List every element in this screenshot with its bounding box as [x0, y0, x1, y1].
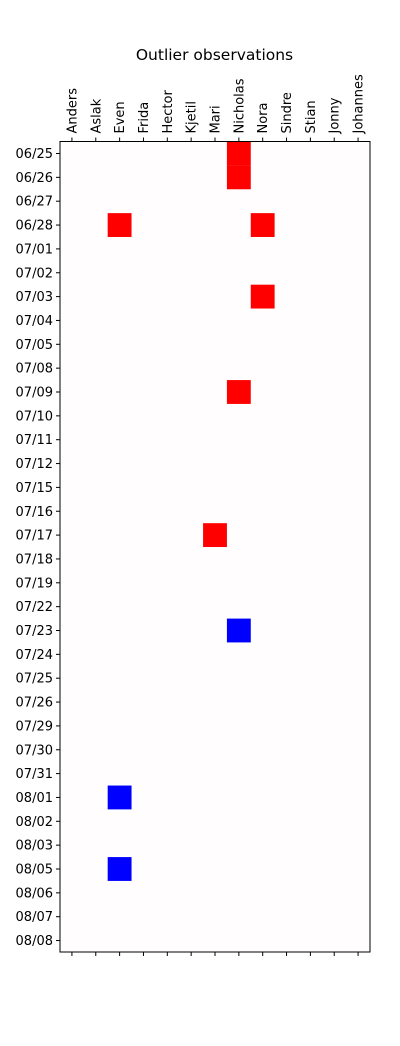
row-label-07-09: 07/09: [16, 386, 53, 401]
row-label-07-18: 07/18: [16, 552, 53, 567]
row-label-06-27: 06/27: [16, 195, 53, 210]
high-outlier-cell-nicholas-06-25: [226, 141, 251, 166]
row-label-07-23: 07/23: [16, 624, 53, 639]
chart-title: Outlier observations: [136, 46, 293, 64]
row-label-07-03: 07/03: [16, 290, 53, 305]
row-label-07-05: 07/05: [16, 338, 53, 353]
row-label-07-11: 07/11: [16, 433, 53, 448]
column-label-stian: Stian: [304, 100, 319, 133]
column-label-anders: Anders: [65, 88, 80, 134]
heatmap-cells: [107, 141, 275, 881]
high-outlier-cell-nicholas-07-09: [226, 380, 251, 404]
column-label-even: Even: [113, 101, 128, 133]
low-outlier-cell-even-08-05: [107, 857, 132, 881]
row-label-08-02: 08/02: [16, 815, 53, 830]
high-outlier-cell-nicholas-06-26: [226, 165, 251, 190]
row-label-08-06: 08/06: [16, 886, 53, 901]
row-label-07-12: 07/12: [16, 457, 53, 472]
row-label-07-30: 07/30: [16, 743, 53, 758]
row-label-07-04: 07/04: [16, 314, 53, 329]
row-label-07-24: 07/24: [16, 648, 53, 663]
high-outlier-cell-nora-07-03: [250, 284, 275, 309]
row-label-07-01: 07/01: [16, 242, 53, 257]
row-label-06-26: 06/26: [16, 171, 53, 186]
column-label-mari: Mari: [209, 105, 224, 133]
row-label-07-26: 07/26: [16, 696, 53, 711]
column-label-frida: Frida: [137, 102, 152, 134]
row-label-07-29: 07/29: [16, 719, 53, 734]
row-label-07-22: 07/22: [16, 600, 53, 615]
row-label-06-25: 06/25: [16, 147, 53, 162]
high-outlier-cell-mari-07-17: [203, 523, 227, 548]
row-label-08-03: 08/03: [16, 839, 53, 854]
x-axis-ticks: Anders Aslak Even Frida Hector Kjetil Mari Nich…: [65, 74, 367, 956]
high-outlier-cell-even-06-28: [107, 213, 132, 237]
column-label-aslak: Aslak: [89, 98, 104, 133]
row-label-08-07: 08/07: [16, 910, 53, 925]
row-label-07-16: 07/16: [16, 505, 53, 520]
row-label-07-31: 07/31: [16, 767, 53, 782]
low-outlier-cell-nicholas-07-23: [226, 618, 251, 643]
y-axis-ticks: 06/25 06/26 06/27 06/28 07/01 07/02 07/03 07/04…: [16, 147, 60, 949]
row-label-07-08: 07/08: [16, 362, 53, 377]
column-label-sindre: Sindre: [280, 92, 295, 133]
row-label-07-15: 07/15: [16, 481, 53, 496]
row-label-06-28: 06/28: [16, 219, 53, 234]
row-label-08-05: 08/05: [16, 863, 53, 878]
column-label-kjetil: Kjetil: [185, 101, 200, 133]
column-label-hector: Hector: [161, 90, 176, 134]
column-label-johannes: Johannes: [352, 74, 367, 134]
low-outlier-cell-even-08-01: [107, 785, 132, 810]
row-label-07-25: 07/25: [16, 672, 53, 687]
column-label-nicholas: Nicholas: [232, 78, 247, 133]
row-label-07-19: 07/19: [16, 576, 53, 591]
row-label-07-02: 07/02: [16, 266, 53, 281]
row-label-07-10: 07/10: [16, 409, 53, 424]
row-label-08-01: 08/01: [16, 791, 53, 806]
row-label-08-08: 08/08: [16, 934, 53, 949]
column-label-nora: Nora: [256, 103, 271, 134]
high-outlier-cell-nora-06-28: [250, 213, 275, 237]
column-label-jonny: Jonny: [328, 97, 343, 134]
row-label-07-17: 07/17: [16, 529, 53, 544]
plot-frame: [59, 141, 371, 953]
